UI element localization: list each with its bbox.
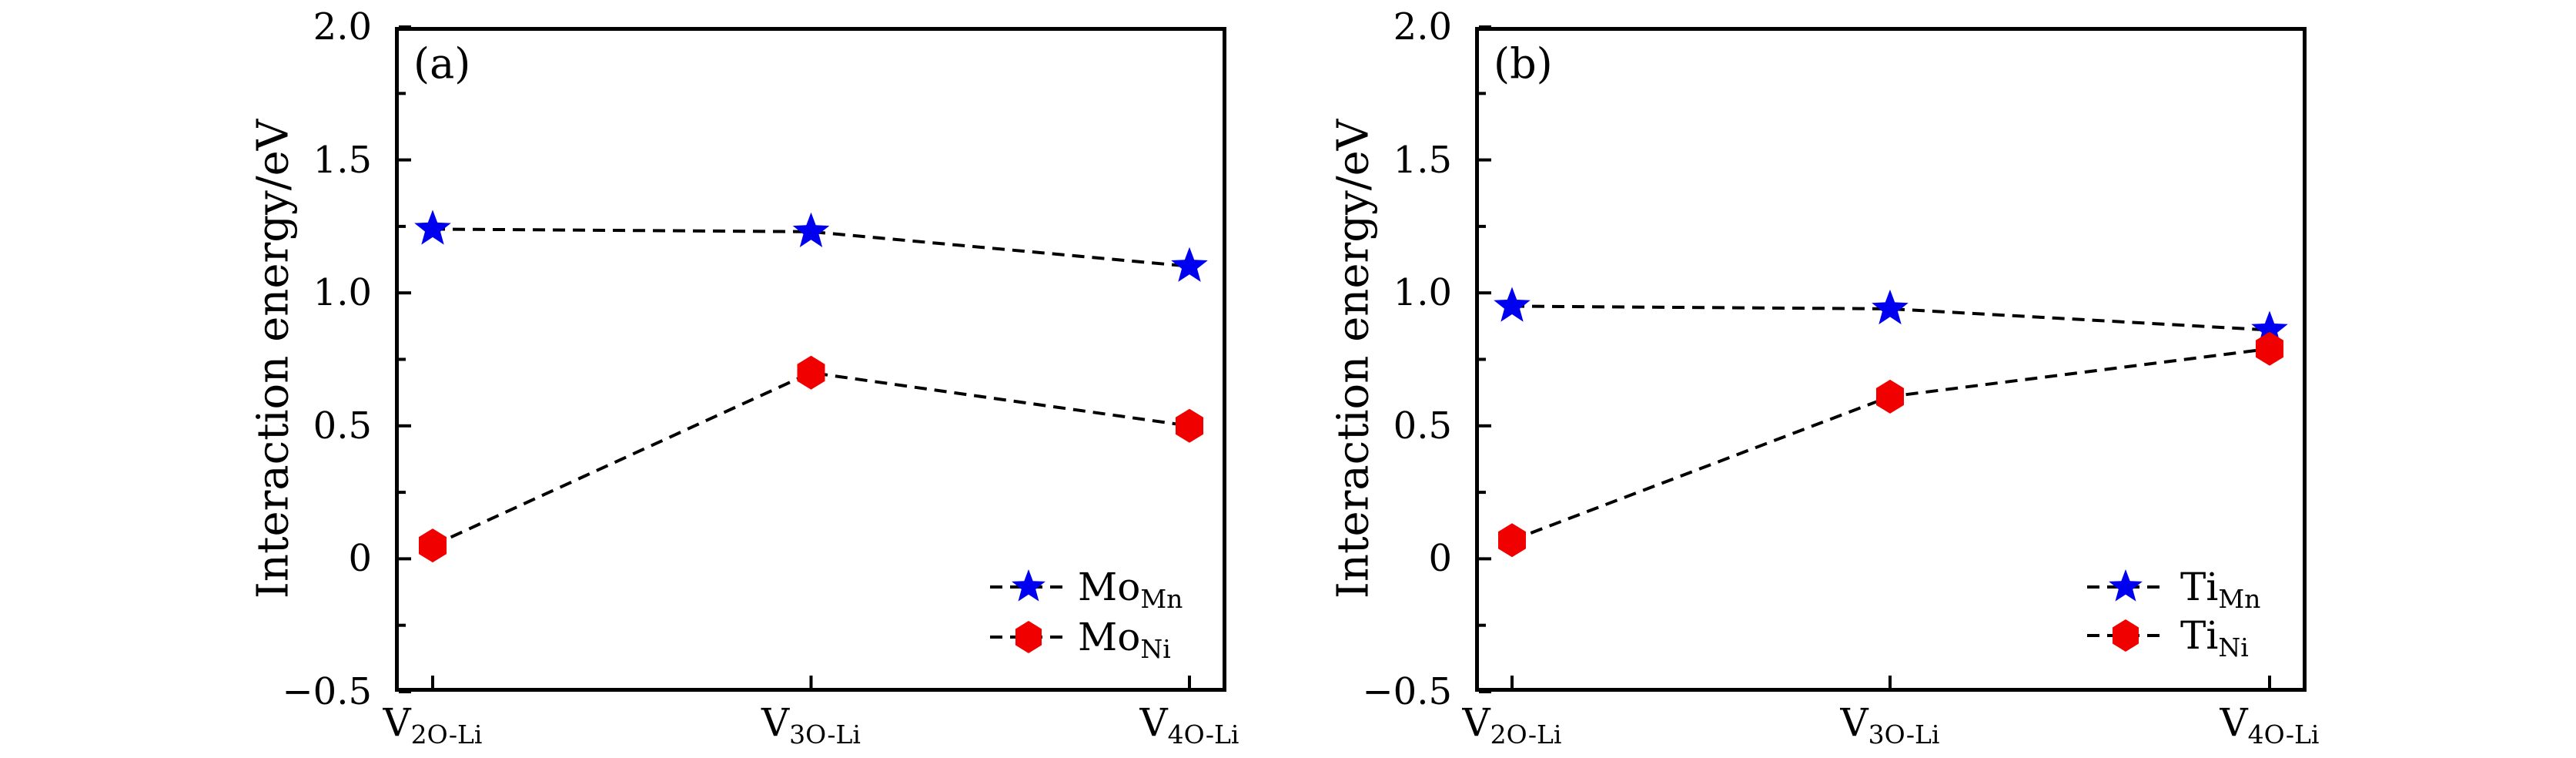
x-tick-label: V2O-Li: [1358, 699, 1666, 750]
y-tick-label: 0: [348, 537, 372, 581]
legend-marker: [1015, 621, 1042, 653]
x-tick-label-sub: 3O-Li: [789, 719, 861, 750]
y-tick-label: 0: [1428, 537, 1452, 581]
legend-entry-label: MoMn: [1078, 562, 1183, 614]
series-line-Mo-Mn: [432, 227, 1190, 268]
data-point-marker-Ti-Mn: [2251, 310, 2288, 346]
legend-label-sub: Mn: [2218, 583, 2261, 614]
panel-label-b: (b): [1494, 39, 1553, 88]
series-line-Ti-Ni: [1511, 347, 2270, 542]
x-tick-label: V4O-Li: [1035, 699, 1343, 750]
legend-entry-label: MoNi: [1078, 612, 1171, 664]
x-tick-label: V3O-Li: [1736, 699, 2044, 750]
y-tick-label: −0.5: [282, 670, 372, 713]
y-tick-label: −0.5: [1362, 670, 1452, 713]
data-point-marker-Mo-Mn: [414, 210, 451, 245]
x-tick-label-main: V: [2220, 700, 2248, 745]
legend-label-sub: Ni: [1140, 633, 1171, 664]
plot-area: [1475, 25, 2307, 693]
plot-frame: [395, 27, 1226, 692]
y-tick-label: 1.5: [313, 138, 372, 182]
chart-panel-b: Interaction energy/eV (b) 2.0 1.5 1.0 0.5 0 −…: [1329, 5, 2320, 750]
series-line-Mo-Ni: [432, 371, 1190, 547]
data-point-marker-Mo-Mn: [1171, 247, 1208, 282]
panel-label-a: (a): [413, 39, 471, 88]
x-tick-label-sub: 4O-Li: [2247, 719, 2320, 750]
data-point-marker-Mo-Ni: [1176, 408, 1203, 443]
legend-label-main: Mo: [1078, 615, 1141, 659]
legend-marker: [2113, 619, 2139, 652]
legend-label-main: Ti: [2180, 613, 2219, 658]
series-line-Ti-Mn: [1511, 304, 2270, 332]
data-point-marker-Ti-Ni: [2256, 331, 2283, 366]
x-tick-label-sub: 2O-Li: [1490, 719, 1562, 750]
y-tick-label: 0.5: [1393, 404, 1452, 448]
y-tick-label: 2.0: [313, 5, 372, 49]
x-tick-label-main: V: [1462, 700, 1490, 745]
legend-label-main: Ti: [2180, 565, 2219, 609]
x-tick-label: V4O-Li: [2116, 699, 2424, 750]
data-point-marker-Mo-Ni: [419, 528, 447, 563]
legend-label-main: Mo: [1078, 565, 1141, 609]
legend-entry-label: TiNi: [2180, 611, 2249, 662]
x-tick-label-sub: 3O-Li: [1868, 719, 1940, 750]
data-point-marker-Ti-Ni: [1876, 379, 1904, 414]
x-tick-label: V2O-Li: [279, 699, 587, 750]
legend-label-sub: Mn: [1140, 583, 1183, 614]
data-point-marker-Mo-Mn: [792, 212, 830, 247]
x-tick-label-main: V: [1840, 700, 1868, 745]
plot-area: [395, 25, 1226, 693]
data-point-marker-Ti-Ni: [1498, 523, 1526, 558]
legend-label-sub: Ni: [2218, 632, 2249, 662]
y-axis-label: Interaction energy/eV: [1328, 119, 1379, 599]
x-tick-label: V3O-Li: [657, 699, 965, 750]
x-tick-label-sub: 4O-Li: [1167, 719, 1239, 750]
y-axis-label: Interaction energy/eV: [248, 119, 299, 599]
y-tick-label: 2.0: [1393, 5, 1452, 49]
x-tick-label-main: V: [1139, 700, 1168, 745]
data-point-marker-Ti-Mn: [1872, 289, 1909, 325]
legend-marker: [1012, 569, 1045, 602]
data-point-marker-Ti-Mn: [1494, 287, 1531, 322]
y-tick-label: 1.0: [1393, 271, 1452, 315]
x-tick-label-main: V: [383, 700, 411, 745]
legend-entry-label: TiMn: [2180, 562, 2261, 614]
plot-frame: [1475, 27, 2307, 692]
x-tick-label-sub: 2O-Li: [410, 719, 483, 750]
data-point-marker-Mo-Ni: [797, 355, 825, 390]
x-tick-label-main: V: [761, 700, 790, 745]
y-tick-label: 1.5: [1393, 138, 1452, 182]
chart-panel-a: Interaction energy/eV (a) 2.0 1.5 1.0 0.5 0 −…: [249, 5, 1239, 750]
legend-marker: [2109, 569, 2143, 602]
y-tick-label: 1.0: [313, 271, 372, 315]
y-tick-label: 0.5: [313, 404, 372, 448]
